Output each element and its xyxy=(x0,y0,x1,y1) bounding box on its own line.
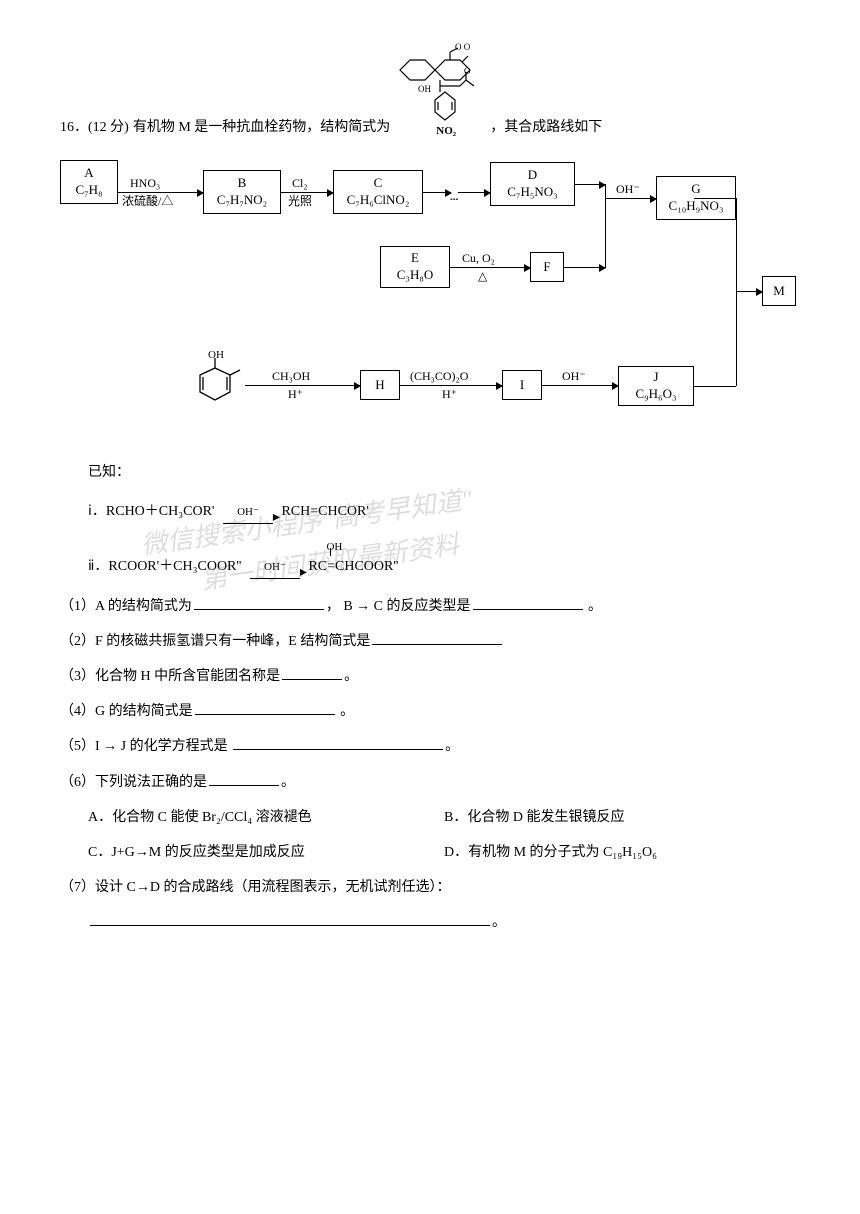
arrow-H-I xyxy=(400,385,502,386)
blank-q4 xyxy=(195,714,335,715)
arrow-B-C xyxy=(281,192,333,193)
label-BC-top: Cl₂ xyxy=(292,176,308,190)
blank-q2 xyxy=(372,644,502,645)
box-B: B C₇H₇NO₂ xyxy=(203,170,281,214)
box-I: I xyxy=(502,370,542,400)
arrow-merge-G xyxy=(605,198,656,199)
known-ii: ⅱ．RCOOR'＋CH₃COOR'' OH⁻ ▸ OH RC=CHCOOR'' xyxy=(60,554,800,579)
merge-vert xyxy=(605,184,606,268)
arrow-C-mid1 xyxy=(423,192,451,193)
label-AB-bot: 浓硫酸/△ xyxy=(122,194,173,208)
seg-J-out xyxy=(694,386,736,387)
box-D: D C₇H₅NO₃ xyxy=(490,162,575,206)
seg-G-out xyxy=(694,198,736,199)
box-E: E C₃H₈O xyxy=(380,246,450,288)
box-H: H xyxy=(360,370,400,400)
label-DG: OH⁻ xyxy=(616,182,640,196)
label-EF-top: Cu, O₂ xyxy=(462,251,495,265)
known-label: 已知： xyxy=(60,460,800,485)
questions-block: （1）A 的结构简式为， B → C 的反应类型是 。 （2）F 的核磁共振氢谱… xyxy=(60,594,800,936)
arrow-phenol-H xyxy=(245,385,360,386)
intro-text-2: ，其合成路线如下 xyxy=(490,115,602,140)
q5: （5）I → J 的化学方程式是 。 xyxy=(60,734,800,759)
arrow-D-merge xyxy=(575,184,605,185)
known-i: ⅰ．RCHO＋CH₃COR' OH⁻ ▸ RCH=CHCOR' xyxy=(60,499,800,524)
svg-text:OH: OH xyxy=(418,84,431,94)
svg-text:OH: OH xyxy=(208,350,224,361)
blank-q3 xyxy=(282,679,342,680)
arrow-to-M xyxy=(736,291,762,292)
synthesis-flowchart: A C₇H₈ B C₇H₇NO₂ C C₇H₆ClNO₂ D C₇H₅NO₃ G… xyxy=(60,160,800,440)
vert-G-J xyxy=(736,198,737,386)
arrow-C-D xyxy=(458,192,490,193)
label-AB-top: HNO₃ xyxy=(130,176,160,190)
box-A: A C₇H₈ xyxy=(60,160,118,204)
blank-q1b xyxy=(473,609,583,610)
q6-opt-B: B．化合物 D 能发生银镜反应 xyxy=(444,805,624,830)
q1: （1）A 的结构简式为， B → C 的反应类型是 。 xyxy=(60,594,800,619)
label-PH-top: CH₃OH xyxy=(272,369,310,383)
q7-blank-line: 。 xyxy=(60,910,800,935)
label-BC-bot: 光照 xyxy=(288,194,312,208)
molecule-structure-M: OH O O O NO₂ xyxy=(390,40,490,140)
blank-q5 xyxy=(233,749,443,750)
q4: （4）G 的结构简式是 。 xyxy=(60,699,800,724)
blank-q7 xyxy=(90,925,490,926)
arrow-F-merge xyxy=(564,267,605,268)
box-F: F xyxy=(530,252,564,282)
q6-row1: A．化合物 C 能使 Br₂/CCl₄ 溶液褪色 B．化合物 D 能发生银镜反应 xyxy=(60,805,800,830)
dashdot: ┄ xyxy=(450,188,458,213)
box-J: J C₉H₆O₃ xyxy=(618,366,694,406)
label-PH-bot: H⁺ xyxy=(288,387,303,401)
blank-q6 xyxy=(209,785,279,786)
box-M: M xyxy=(762,276,796,306)
svg-text:O: O xyxy=(464,66,471,76)
svg-text:O O: O O xyxy=(455,42,471,52)
question-intro: 16．(12 分) 有机物 M 是一种抗血栓药物，结构简式为 OH xyxy=(60,40,800,140)
q7: （7）设计 C→D 的合成路线（用流程图表示，无机试剂任选）： xyxy=(60,875,800,900)
label-HI-top: (CH₃CO)₂O xyxy=(410,369,468,383)
q6-opt-D: D．有机物 M 的分子式为 C₁₉H₁₅O₆ xyxy=(444,840,657,865)
q6: （6）下列说法正确的是。 xyxy=(60,770,800,795)
phenol-structure: OH xyxy=(175,350,245,420)
q6-row2: C．J+G→M 的反应类型是加成反应 D．有机物 M 的分子式为 C₁₉H₁₅O… xyxy=(60,840,800,865)
label-EF-bot: △ xyxy=(478,269,487,283)
arrow-A-B xyxy=(118,192,203,193)
q6-opt-C: C．J+G→M 的反应类型是加成反应 xyxy=(88,840,444,865)
q3: （3）化合物 H 中所含官能团名称是。 xyxy=(60,664,800,689)
label-IJ: OH⁻ xyxy=(562,369,586,383)
box-C: C C₇H₆ClNO₂ xyxy=(333,170,423,214)
molecule-no2-label: NO₂ xyxy=(436,122,456,142)
question-number: 16．(12 分) xyxy=(60,115,129,140)
q6-opt-A: A．化合物 C 能使 Br₂/CCl₄ 溶液褪色 xyxy=(88,805,444,830)
arrow-I-J xyxy=(542,385,618,386)
intro-text-1: 有机物 M 是一种抗血栓药物，结构简式为 xyxy=(133,115,390,140)
blank-q1a xyxy=(194,609,324,610)
arrow-E-F xyxy=(450,267,530,268)
label-HI-bot: H⁺ xyxy=(442,387,457,401)
q2: （2）F 的核磁共振氢谱只有一种峰，E 结构简式是 xyxy=(60,629,800,654)
